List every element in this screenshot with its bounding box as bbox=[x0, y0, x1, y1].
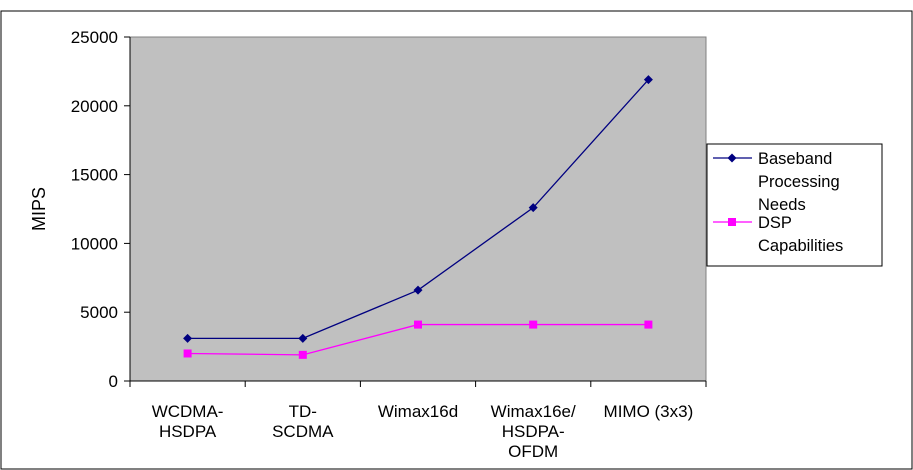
data-point bbox=[183, 333, 193, 343]
data-point bbox=[529, 320, 538, 329]
y-tick-label: 25000 bbox=[71, 28, 118, 47]
data-point bbox=[183, 349, 192, 358]
x-axis: WCDMA-HSDPA TD-SCDMA Wimax16d Wimax16e/HSDP… bbox=[129, 380, 707, 461]
x-tick-label: MIMO (3x3) bbox=[604, 402, 694, 421]
data-point bbox=[298, 350, 307, 359]
y-tick-label: 5000 bbox=[80, 303, 118, 322]
x-tick-label: TD-SCDMA bbox=[272, 402, 334, 441]
series-layer bbox=[183, 75, 653, 359]
data-point bbox=[414, 320, 422, 329]
legend-label: DSP Capabilities bbox=[758, 214, 843, 255]
y-tick-label: 10000 bbox=[71, 234, 118, 253]
data-point bbox=[644, 320, 653, 329]
data-point bbox=[298, 333, 308, 343]
x-tick-label: Wimax16e/HSDPA-OFDM bbox=[491, 402, 576, 461]
y-tick-label: 20000 bbox=[71, 97, 118, 116]
y-axis: 0 5000 10000 15000 20000 25000 bbox=[71, 28, 131, 391]
data-point bbox=[643, 75, 653, 85]
x-tick-label: Wimax16d bbox=[378, 402, 458, 421]
y-tick-label: 15000 bbox=[71, 166, 118, 185]
legend-label: Baseband Processing Needs bbox=[758, 150, 840, 214]
data-point bbox=[528, 203, 538, 213]
plot-area bbox=[129, 36, 707, 382]
legend-marker bbox=[728, 218, 736, 226]
y-tick-label: 0 bbox=[109, 372, 118, 391]
y-axis-title: MIPS bbox=[29, 187, 49, 231]
legend-box bbox=[706, 143, 883, 267]
x-tick-label: WCDMA-HSDPA bbox=[152, 402, 224, 441]
data-point bbox=[413, 285, 423, 295]
legend-marker bbox=[727, 153, 737, 163]
